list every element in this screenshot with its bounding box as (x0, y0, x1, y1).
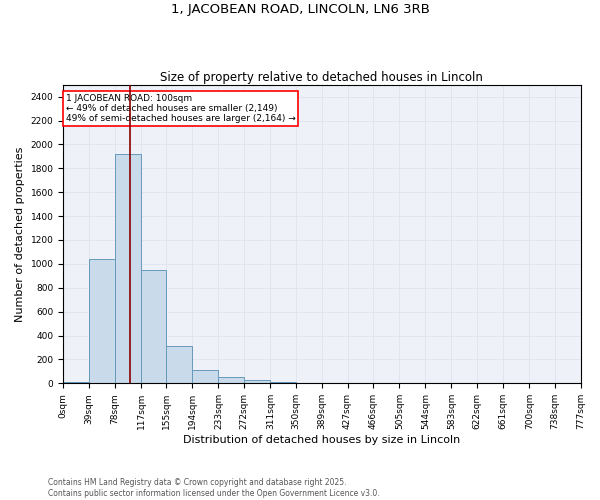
Bar (244, 380, 270, 384)
Bar (141, 270, 166, 384)
X-axis label: Distribution of detached houses by size in Lincoln: Distribution of detached houses by size … (183, 435, 461, 445)
Bar (296, 382, 322, 384)
Bar (166, 346, 193, 384)
Text: 1 JACOBEAN ROAD: 100sqm
← 49% of detached houses are smaller (2,149)
49% of semi: 1 JACOBEAN ROAD: 100sqm ← 49% of detache… (66, 94, 296, 124)
Title: Size of property relative to detached houses in Lincoln: Size of property relative to detached ho… (160, 70, 484, 84)
Bar (218, 377, 244, 384)
Bar (89, 259, 115, 384)
Bar (115, 154, 141, 384)
Y-axis label: Number of detached properties: Number of detached properties (15, 146, 25, 322)
Bar (63, 382, 89, 384)
Bar (193, 370, 218, 384)
Bar (270, 382, 296, 384)
Text: Contains HM Land Registry data © Crown copyright and database right 2025.
Contai: Contains HM Land Registry data © Crown c… (48, 478, 380, 498)
Text: 1, JACOBEAN ROAD, LINCOLN, LN6 3RB: 1, JACOBEAN ROAD, LINCOLN, LN6 3RB (170, 2, 430, 16)
